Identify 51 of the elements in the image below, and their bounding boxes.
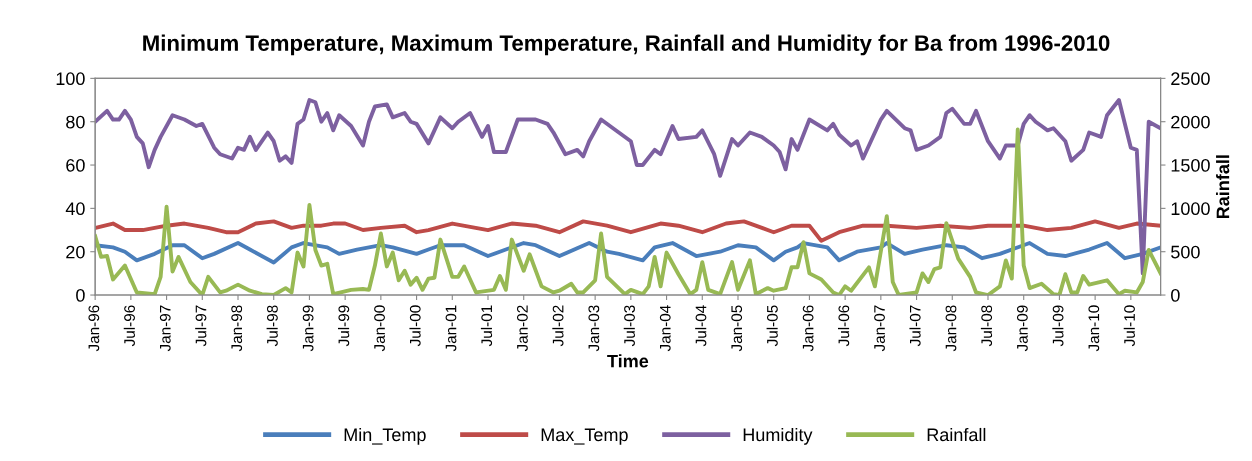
x-tick-label: Jul-08	[980, 305, 993, 347]
x-tick-label: Jan-09	[1016, 305, 1028, 352]
y-tick-label: 40	[65, 202, 85, 216]
x-tick-label: Jan-98	[231, 305, 243, 352]
legend-label: Max_Temp	[541, 428, 628, 445]
x-tick-label: Jan-04	[659, 305, 671, 352]
x-tick-label: Jul-00	[409, 305, 421, 347]
y2-tick-label: 2000	[1171, 115, 1210, 129]
y-tick-label: 20	[66, 245, 85, 259]
y-tick-label: 0	[76, 288, 85, 302]
y2-tick-label: 500	[1171, 245, 1200, 259]
chart-title: Minimum Temperature, Maximum Temperature, Rainfall and Humidity for Ba from 1996-2010	[143, 34, 1110, 56]
x-tick-label: Jan-02	[517, 305, 528, 352]
y2-tick-label: 0	[1171, 288, 1180, 302]
x-tick-label: Jul-03	[623, 305, 635, 347]
x-tick-label: Jul-99	[338, 305, 350, 347]
x-tick-label: Jul-98	[266, 305, 278, 347]
x-tick-label: Jul-06	[838, 305, 850, 347]
line-series	[95, 219, 1161, 243]
x-tick-label: Jan-06	[802, 305, 814, 352]
legend-label: Humidity	[743, 427, 813, 445]
x-tick-label: Jul-10	[1123, 305, 1135, 347]
y2-axis-title: Rainfall	[1216, 155, 1230, 219]
y2-tick-label: 1000	[1171, 202, 1210, 216]
x-tick-label: Jan-01	[445, 305, 457, 352]
x-tick-label: Jul-09	[1052, 305, 1064, 347]
y-tick-label: 100	[56, 72, 85, 86]
x-tick-label: Jan-08	[945, 305, 957, 352]
x-tick-label: Jan-10	[1088, 305, 1100, 352]
y2-tick-label: 2500	[1171, 72, 1210, 86]
x-tick-label: Jul-96	[123, 305, 135, 347]
x-tick-label: Jan-96	[88, 305, 100, 352]
legend-label: Rainfall	[927, 427, 986, 442]
line-series	[95, 98, 1161, 276]
x-tick-label: Jul-01	[480, 305, 493, 347]
x-tick-label: Jan-05	[731, 305, 743, 352]
x-tick-label: Jul-02	[552, 305, 564, 347]
y-tick-label: 80	[66, 115, 85, 129]
x-tick-label: Jan-97	[159, 305, 171, 352]
x-tick-label: Jan-07	[874, 305, 885, 352]
x-tick-label: Jan-00	[374, 305, 385, 352]
legend-label: Min_Temp	[344, 427, 426, 445]
y-tick-label: 60	[66, 158, 85, 172]
x-axis-title: Time	[607, 354, 649, 368]
x-tick-label: Jan-03	[588, 305, 600, 352]
x-tick-label: Jul-97	[195, 305, 207, 347]
y2-tick-label: 1500	[1171, 158, 1210, 172]
x-tick-label: Jan-99	[302, 305, 314, 352]
x-tick-label: Jul-05	[766, 305, 778, 347]
x-tick-label: Jul-04	[695, 305, 707, 347]
x-tick-label: Jul-07	[909, 305, 921, 347]
